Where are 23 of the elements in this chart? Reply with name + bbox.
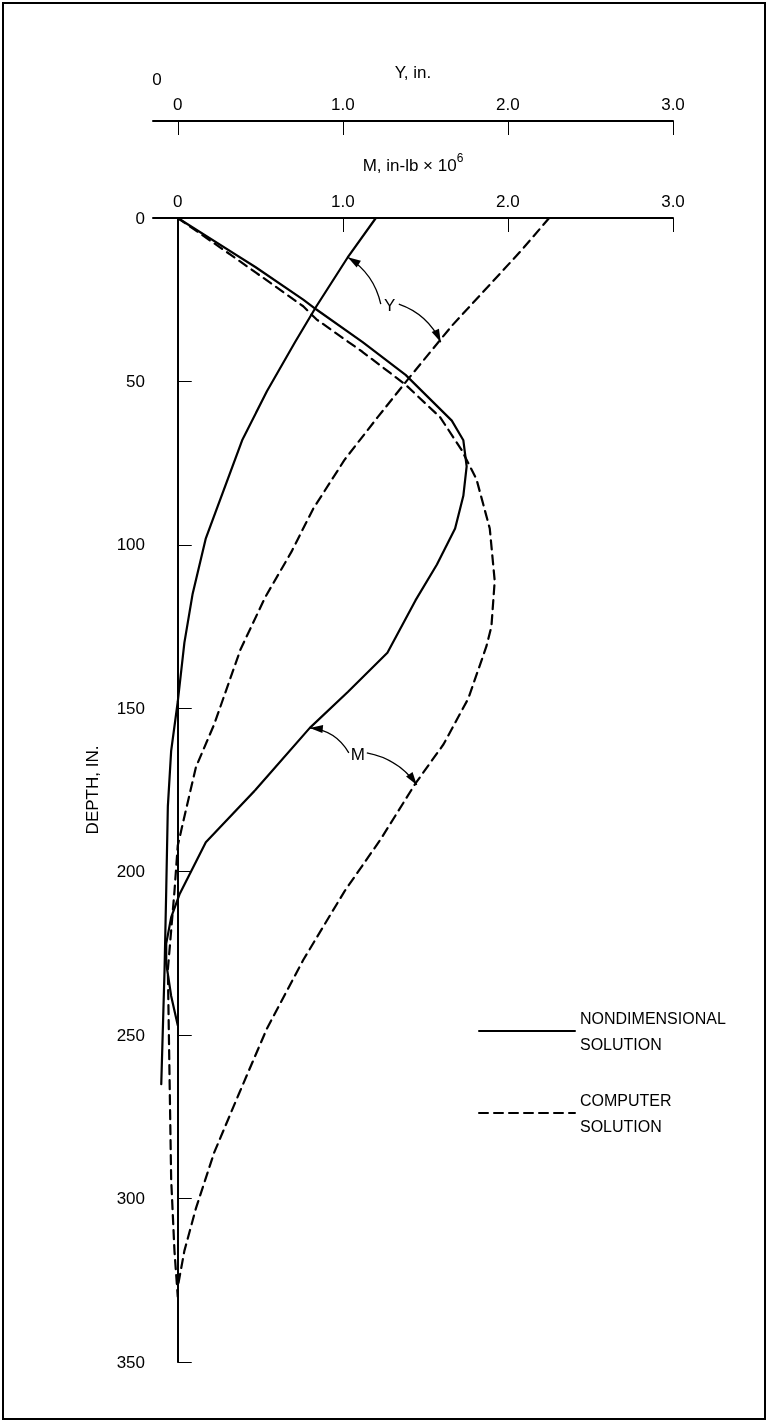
text: NONDIMENSIONAL SOLUTION xyxy=(580,1009,730,1053)
y-tick-label: 50 xyxy=(126,371,145,391)
annotation: M xyxy=(350,744,365,765)
x-tick-label: 0 xyxy=(173,192,183,211)
text: 0 xyxy=(152,70,162,90)
x2-tick-label: 2.0 xyxy=(496,95,520,114)
x2-tick-label: 0 xyxy=(173,95,183,114)
annotation: Y xyxy=(384,296,396,317)
y-tick-label: 150 xyxy=(116,698,145,718)
x-tick-label: 1.0 xyxy=(331,192,355,211)
x-tick-label: 2.0 xyxy=(496,192,520,211)
x2-tick-label: 1.0 xyxy=(331,95,355,114)
y-tick-label: 100 xyxy=(116,535,145,555)
x2-tick-label: 3.0 xyxy=(661,95,685,114)
y-tick-label: 250 xyxy=(116,1025,145,1045)
y-tick-label: 300 xyxy=(116,1189,145,1209)
text: COMPUTER SOLUTION xyxy=(580,1091,676,1135)
y-tick-label: 200 xyxy=(116,862,145,882)
y-axis-title: DEPTH, IN. xyxy=(83,745,102,835)
x2-axis-title: Y, in. xyxy=(394,63,432,82)
x-tick-label: 3.0 xyxy=(661,192,685,211)
y-tick-label: 350 xyxy=(116,1352,145,1372)
y-tick-label: 0 xyxy=(135,208,145,228)
